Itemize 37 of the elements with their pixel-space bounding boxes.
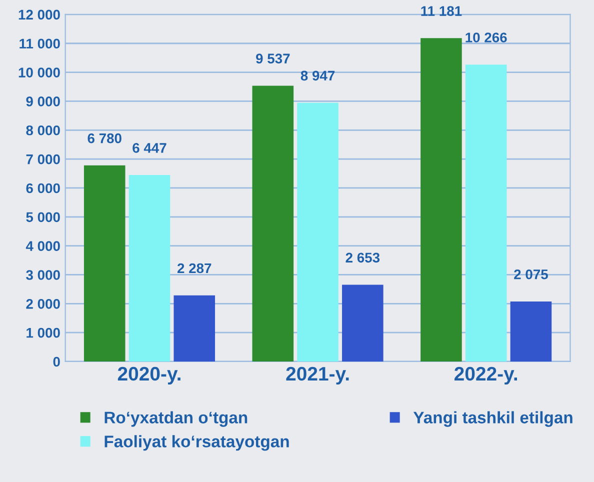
legend-label: Faoliyat ko‘rsatayotgan (104, 435, 289, 451)
data-label: 9 537 (256, 54, 290, 64)
y-tick-label: 3 000 (26, 270, 60, 280)
bar (297, 102, 338, 362)
legend-label: Yangi tashkil etilgan (413, 411, 572, 427)
y-tick-label: 4 000 (26, 241, 60, 251)
bar (510, 301, 552, 362)
y-tick-label: 10 000 (18, 68, 60, 78)
y-tick-label: 5 000 (26, 212, 60, 222)
bar (420, 38, 462, 362)
data-label: 2 075 (514, 269, 548, 280)
x-tick-label: 2021-y. (286, 366, 349, 384)
y-tick-label: 2 000 (26, 298, 60, 309)
bar (174, 295, 216, 362)
bar (342, 284, 384, 362)
data-label: 8 947 (300, 70, 335, 81)
y-tick-label: 1 000 (26, 328, 60, 338)
y-tick-label: 11 000 (20, 38, 60, 49)
bar (252, 86, 294, 362)
data-label: 6 447 (132, 143, 166, 153)
data-label: 2 287 (177, 263, 212, 274)
data-label: 2 653 (346, 252, 380, 263)
y-tick-label: 6 000 (26, 183, 60, 194)
bar (128, 175, 170, 362)
x-tick-label: 2020-y. (118, 366, 180, 384)
y-tick-label: 7 000 (26, 154, 60, 164)
x-tick-label: 2022-y. (454, 366, 518, 384)
y-tick-label: 0 (53, 356, 60, 367)
bar (84, 165, 126, 362)
y-tick-label: 8 000 (26, 125, 60, 136)
y-tick-label: 9 000 (26, 96, 60, 106)
bar (465, 64, 507, 362)
y-tick-label: 12 000 (18, 10, 60, 20)
legend-label: Ro‘yxatdan o‘tgan (104, 411, 248, 427)
data-label: 10 266 (466, 32, 507, 42)
data-label: 11 181 (421, 6, 462, 16)
data-label: 6 780 (88, 133, 122, 144)
